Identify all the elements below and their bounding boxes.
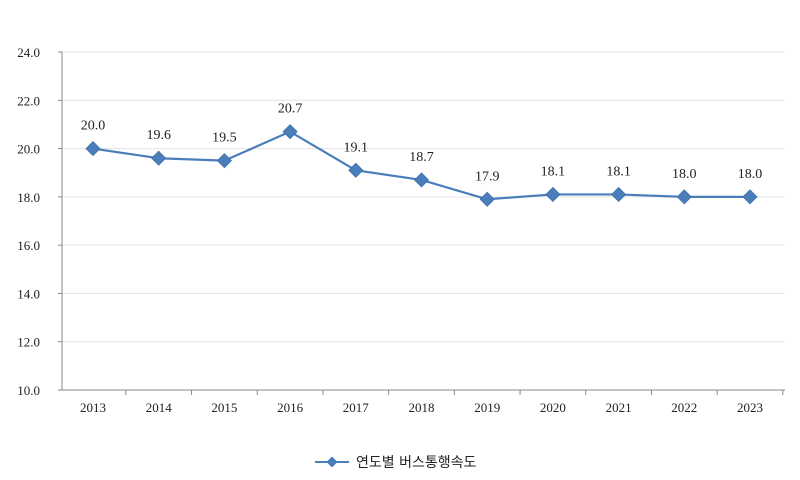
x-tick-label: 2023 <box>737 400 763 415</box>
data-point-marker <box>348 162 364 178</box>
y-tick-label: 22.0 <box>17 93 40 108</box>
data-point-marker <box>742 189 758 205</box>
data-point-marker <box>413 172 430 188</box>
x-tick-label: 2013 <box>80 400 106 415</box>
gridlines <box>62 51 785 343</box>
y-tick-label: 12.0 <box>17 335 40 350</box>
x-tick-label: 2016 <box>277 400 304 415</box>
x-tick-label: 2018 <box>409 400 435 415</box>
y-tick-label: 10.0 <box>17 383 40 398</box>
series-line <box>85 124 758 207</box>
data-point-marker <box>676 189 692 205</box>
data-point-marker <box>611 186 627 203</box>
y-tick-label: 14.0 <box>17 286 40 301</box>
series-line-path <box>92 130 750 201</box>
data-label: 19.5 <box>212 131 237 146</box>
data-point-marker <box>85 141 101 157</box>
y-axis-ticks: 10.0 12.0 14.0 16.0 18.0 20.0 22.0 24.0 <box>17 45 40 398</box>
legend: 연도별 버스통행속도 <box>315 455 476 471</box>
data-label: 20.7 <box>278 102 303 117</box>
data-label: 18.0 <box>672 167 697 182</box>
x-tick-label: 2020 <box>540 400 566 415</box>
data-label: 20.0 <box>81 119 106 134</box>
y-tick-label: 20.0 <box>17 142 40 157</box>
data-point-marker <box>545 186 561 203</box>
y-tick-label: 24.0 <box>17 45 40 60</box>
data-label: 19.1 <box>344 140 369 155</box>
data-point-marker <box>216 153 232 169</box>
data-label: 18.1 <box>606 164 631 179</box>
x-axis-ticks: 2013 2014 2015 2016 2017 2018 2019 2020 2021 2022… <box>80 400 763 415</box>
data-labels: 20.0 19.6 19.5 20.7 19.1 18.7 17.9 18.1 18.1 18.0… <box>81 102 763 185</box>
axes <box>58 51 785 395</box>
legend-label: 연도별 버스통행속도 <box>356 455 476 471</box>
data-label: 18.0 <box>738 167 763 182</box>
x-tick-label: 2014 <box>146 400 173 415</box>
y-tick-label: 16.0 <box>17 238 40 253</box>
x-tick-label: 2021 <box>606 400 632 415</box>
data-label: 19.6 <box>146 128 171 143</box>
legend-diamond-marker <box>326 456 338 468</box>
data-point-marker <box>151 150 167 166</box>
data-label: 18.7 <box>409 150 434 165</box>
x-tick-label: 2019 <box>474 400 500 415</box>
data-label: 17.9 <box>475 169 500 184</box>
data-point-marker <box>479 191 495 207</box>
x-tick-label: 2015 <box>211 400 237 415</box>
x-tick-label: 2022 <box>671 400 697 415</box>
x-tick-label: 2017 <box>343 400 370 415</box>
data-point-marker <box>282 124 298 140</box>
data-label: 18.1 <box>541 164 566 179</box>
y-tick-label: 18.0 <box>17 190 40 205</box>
